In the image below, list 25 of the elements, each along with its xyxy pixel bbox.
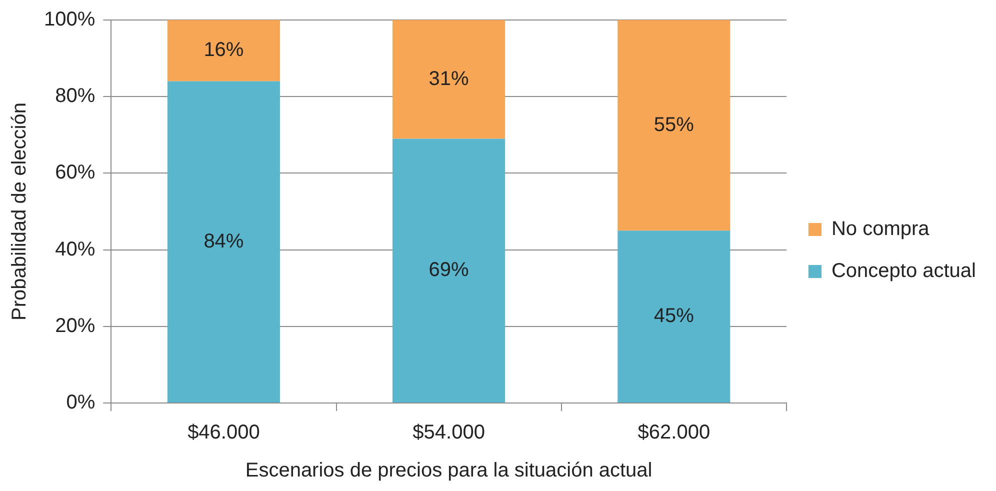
bar: [392, 20, 506, 139]
x-tick-label: $46.000: [188, 422, 260, 444]
data-label: 84%: [204, 230, 244, 252]
y-tick-label: 0%: [66, 392, 96, 414]
bar: [167, 81, 280, 402]
legend-label: Concepto actual: [831, 260, 976, 282]
y-tick-label: 80%: [55, 85, 96, 108]
data-label: 31%: [428, 68, 470, 90]
data-label: 16%: [204, 39, 244, 62]
bar: [392, 138, 506, 402]
data-label: 69%: [428, 259, 470, 282]
y-axis-title: Probabilidad de elección: [8, 102, 31, 320]
x-axis-title: Escenarios de precios para la situación actual: [245, 460, 652, 482]
y-tick-label: 60%: [55, 162, 96, 184]
bar: [618, 20, 730, 231]
y-tick-label: 40%: [55, 238, 96, 260]
bar: [167, 20, 280, 82]
data-label: 45%: [654, 305, 694, 328]
x-tick-label: $54.000: [412, 422, 485, 444]
data-label: 55%: [654, 114, 694, 136]
y-tick-label: 20%: [55, 314, 96, 337]
x-tick-label: $62.000: [638, 422, 710, 444]
y-tick-label: 100%: [44, 8, 96, 31]
legend-label: No compra: [831, 218, 930, 240]
bar: [618, 230, 730, 402]
